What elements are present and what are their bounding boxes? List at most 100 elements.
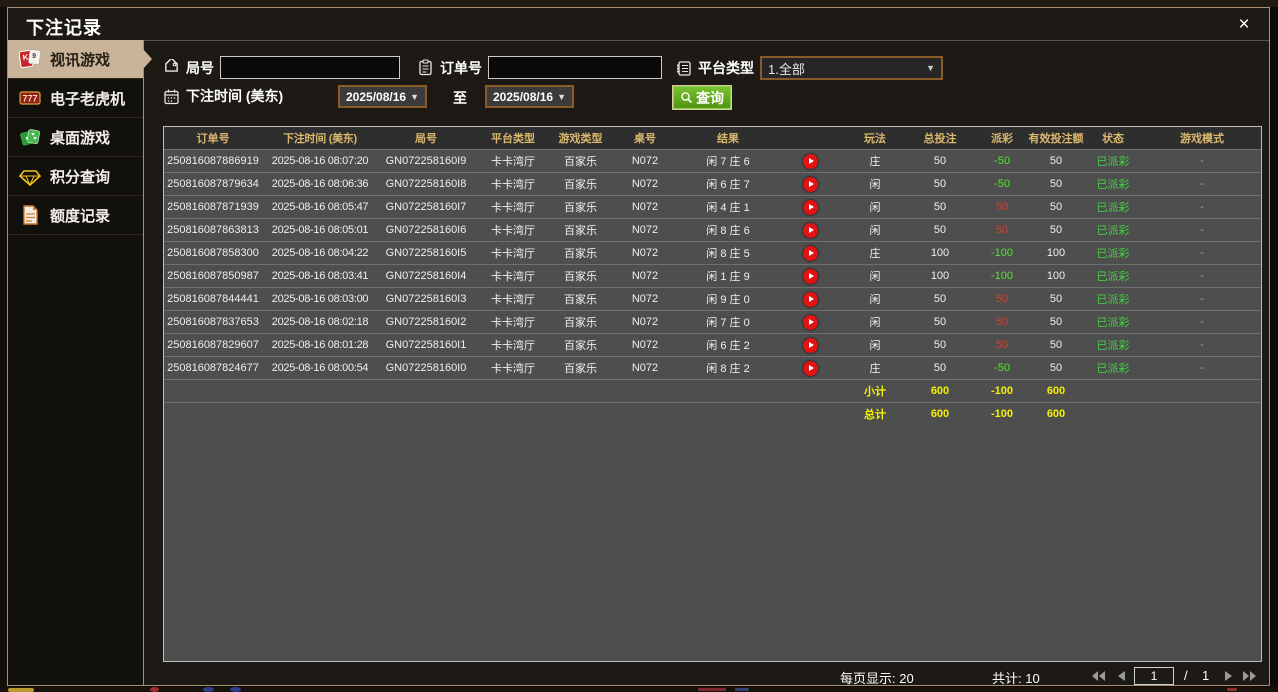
- query-button[interactable]: 查询: [672, 85, 732, 110]
- sidebar-item-video-games[interactable]: K 9 视讯游戏: [8, 40, 152, 79]
- video-cell: [775, 360, 845, 376]
- clipboard-icon: [417, 59, 434, 76]
- play-video-button[interactable]: [802, 268, 818, 284]
- sidebar-item-credit-records[interactable]: 额度记录: [8, 196, 143, 235]
- total-bet-cell: 600: [930, 408, 950, 420]
- chevron-down-icon: ▼: [410, 91, 419, 102]
- order-no-cell: 250816087863813: [167, 224, 259, 236]
- payout-cell: 50: [995, 224, 1009, 236]
- page-slash: /: [1184, 668, 1188, 683]
- bet-time-cell: 2025-08-16 08:05:01: [271, 224, 369, 236]
- result-cell: 闲 7 庄 6: [706, 156, 750, 168]
- svg-text:K: K: [22, 53, 29, 63]
- bet-records-dialog: 下注记录 × K 9 视讯游戏 777 电子老虎机: [7, 7, 1270, 686]
- column-header-table-no: 桌号: [634, 133, 656, 145]
- payout-cell: -50: [994, 178, 1010, 190]
- round-no-cell: GN072258160I6: [385, 224, 467, 236]
- play-video-button[interactable]: [802, 176, 818, 192]
- table-no-cell: N072: [631, 316, 659, 328]
- background-left-strip: [0, 7, 7, 687]
- first-page-button[interactable]: [1090, 669, 1108, 685]
- table-no-cell: N072: [631, 155, 659, 167]
- sidebar-item-table-games[interactable]: 桌面游戏: [8, 118, 143, 157]
- round-no-cell: GN072258160I2: [385, 316, 467, 328]
- column-header-game-type: 游戏类型: [558, 133, 603, 145]
- table-row: 250816087871939 2025-08-16 08:05:47 GN0722…: [164, 195, 1261, 218]
- sidebar-item-points[interactable]: 积分查询: [8, 157, 143, 196]
- order-no-cell: 250816087871939: [167, 201, 259, 213]
- column-header-status: 状态: [1102, 133, 1124, 145]
- column-header-game-mode: 游戏模式: [1180, 133, 1224, 145]
- game-type-cell: 百家乐: [564, 363, 597, 375]
- chevron-down-icon: ▼: [557, 91, 566, 102]
- column-header-play-type: 玩法: [864, 133, 886, 145]
- result-cell: 闲 8 庄 6: [706, 225, 750, 237]
- result-cell: 闲 8 庄 5: [706, 248, 750, 260]
- query-button-label: 查询: [696, 89, 724, 106]
- order-no-cell: 250816087844441: [167, 293, 259, 305]
- platform-type-cell: 卡卡湾厅: [491, 363, 535, 375]
- summary-row: 总计 600 -100 600: [164, 402, 1261, 425]
- video-cell: [775, 268, 845, 284]
- play-video-button[interactable]: [802, 222, 818, 238]
- play-type-cell: 闲: [869, 340, 881, 352]
- page-total: 1: [1202, 668, 1210, 683]
- play-video-button[interactable]: [802, 314, 818, 330]
- bet-records-table: 订单号 下注时间 (美东) 局号 平台类型 游戏类型 桌号 结果 玩法 总投注 派彩 有效投注额 状态…: [163, 126, 1262, 662]
- platform-type-cell: 卡卡湾厅: [491, 294, 535, 306]
- table-row: 250816087829607 2025-08-16 08:01:28 GN0722…: [164, 333, 1261, 356]
- game-mode-cell: -: [1200, 224, 1204, 236]
- table-no-cell: N072: [631, 270, 659, 282]
- points-diamond-icon: [18, 164, 42, 188]
- order-input[interactable]: [488, 56, 662, 79]
- background-bottom-strip: [0, 687, 1278, 692]
- play-video-button[interactable]: [802, 199, 818, 215]
- total-bet-cell: 100: [930, 247, 950, 259]
- status-cell: 已派彩: [1096, 363, 1130, 375]
- background-top-strip: [0, 0, 1278, 7]
- video-cell: [775, 245, 845, 261]
- play-type-cell: 庄: [869, 156, 881, 168]
- bet-time-cell: 2025-08-16 08:05:47: [271, 201, 369, 213]
- order-no-cell: 250816087837653: [167, 316, 259, 328]
- page-number-input[interactable]: [1134, 667, 1174, 685]
- result-cell: 闲 1 庄 9: [706, 271, 750, 283]
- payout-cell: 50: [995, 316, 1009, 328]
- play-video-button[interactable]: [802, 245, 818, 261]
- round-no-cell: GN072258160I0: [385, 362, 467, 374]
- valid-bet-cell: 50: [1049, 178, 1063, 190]
- prev-page-button[interactable]: [1116, 669, 1134, 685]
- play-type-cell: 总计: [864, 409, 886, 421]
- play-video-button[interactable]: [802, 337, 818, 353]
- date-from-picker[interactable]: 2025/08/16 ▼: [338, 85, 427, 108]
- play-video-button[interactable]: [802, 291, 818, 307]
- play-video-button[interactable]: [802, 360, 818, 376]
- game-mode-cell: -: [1200, 293, 1204, 305]
- game-type-cell: 百家乐: [564, 271, 597, 283]
- round-no-cell: GN072258160I5: [385, 247, 467, 259]
- video-cell: [775, 291, 845, 307]
- round-no-cell: GN072258160I8: [385, 178, 467, 190]
- tag-icon: [163, 59, 180, 76]
- valid-bet-cell: 50: [1049, 293, 1063, 305]
- date-to-picker[interactable]: 2025/08/16 ▼: [485, 85, 574, 108]
- playing-cards-icon: K 9: [18, 47, 42, 71]
- valid-bet-cell: 50: [1049, 201, 1063, 213]
- valid-bet-cell: 50: [1049, 224, 1063, 236]
- dialog-titlebar: 下注记录 ×: [8, 8, 1269, 40]
- play-video-button[interactable]: [802, 153, 818, 169]
- dialog-title: 下注记录: [26, 18, 102, 38]
- bet-time-cell: 2025-08-16 08:03:41: [271, 270, 369, 282]
- round-input[interactable]: [220, 56, 400, 79]
- result-cell: 闲 6 庄 2: [706, 340, 750, 352]
- search-icon: [680, 91, 693, 104]
- last-page-button[interactable]: [1242, 669, 1260, 685]
- platform-select[interactable]: 1.全部 ▼: [760, 56, 943, 80]
- play-type-cell: 小计: [864, 386, 886, 398]
- status-cell: 已派彩: [1096, 271, 1130, 283]
- close-icon[interactable]: ×: [1238, 14, 1250, 35]
- table-header-row: 订单号 下注时间 (美东) 局号 平台类型 游戏类型 桌号 结果 玩法 总投注 派彩 有效投注额 状态…: [164, 127, 1261, 149]
- sidebar-item-slots[interactable]: 777 电子老虎机: [8, 79, 143, 118]
- next-page-button[interactable]: [1224, 669, 1242, 685]
- total-count-label: 共计: 10: [992, 671, 1040, 686]
